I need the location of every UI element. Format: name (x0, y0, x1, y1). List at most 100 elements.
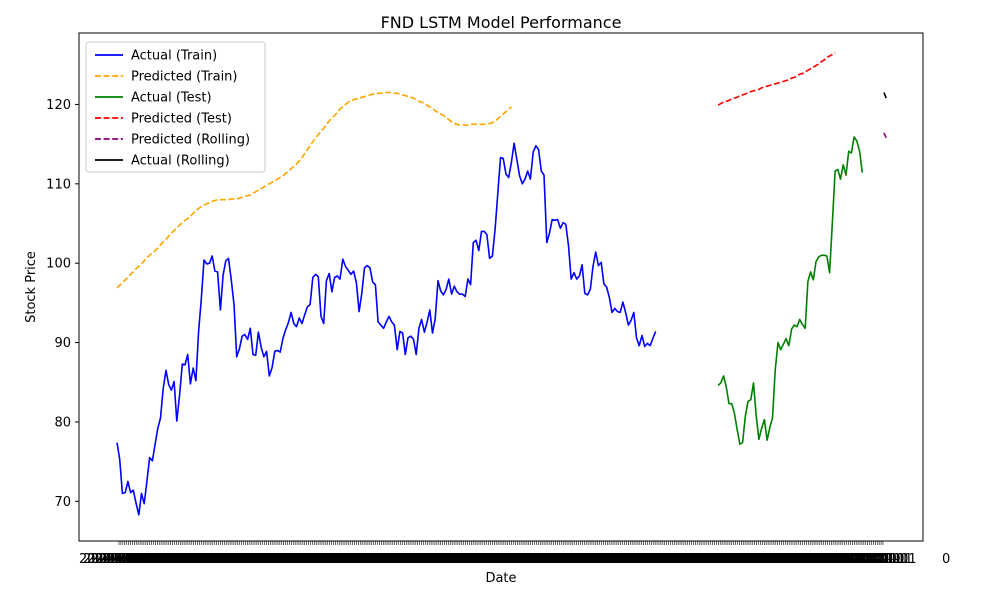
x-tick-label: 2024-01-01 (202, 552, 278, 567)
x-tick-label: 2024-01-01 (286, 552, 362, 567)
x-tick-label: 2024-01-01 (431, 552, 507, 567)
x-tick-label: 2024-01-01 (232, 552, 308, 567)
legend-label: Predicted (Rolling) (131, 133, 250, 148)
x-tick-label: 2024-01-01 (604, 552, 680, 567)
x-tick-label: 2024-01-01 (504, 552, 580, 567)
x-tick-label: 2024-01-01 (129, 552, 205, 567)
x-tick-label: 2024-01-01 (516, 552, 592, 567)
x-tick-label: 2024-01-01 (585, 552, 661, 567)
x-tick-label: 2024-01-01 (159, 552, 235, 567)
x-tick-label: 2024-01-01 (784, 552, 860, 567)
x-tick-label: 2024-01-01 (393, 552, 469, 567)
x-tick-label: 2024-01-01 (412, 552, 488, 567)
x-tick-label: 2024-01-01 (355, 552, 431, 567)
x-tick-label: 2024-01-01 (186, 552, 262, 567)
x-tick-label: 2024-01-01 (382, 552, 458, 567)
x-tick-label: 2024-01-01 (102, 552, 178, 567)
y-tick-label: 120 (46, 98, 71, 113)
x-tick-label: 2024-01-01 (550, 552, 626, 567)
x-tick-label: 2024-01-01 (703, 552, 779, 567)
x-tick-label: 2024-01-01 (274, 552, 350, 567)
legend-label: Actual (Train) (131, 49, 217, 64)
x-tick-label: 2024-01-01 (309, 552, 385, 567)
x-tick-label: 2024-01-01 (807, 552, 883, 567)
x-tick-label: 2024-01-01 (493, 552, 569, 567)
series-line-actual_rolling (883, 92, 887, 99)
chart-title: FND LSTM Model Performance (381, 13, 622, 32)
legend-label: Actual (Test) (131, 91, 212, 106)
x-tick-label: 2024-01-01 (439, 552, 515, 567)
x-tick-label: 2024-01-01 (531, 552, 607, 567)
x-tick-label: 2024-01-01 (607, 552, 683, 567)
x-tick-label: 2024-01-01 (133, 552, 209, 567)
x-tick-label: 2024-01-01 (473, 552, 549, 567)
x-tick-label: 2024-01-01 (810, 552, 886, 567)
y-axis-label: Stock Price (24, 251, 39, 323)
x-tick-label: 2024-01-01 (680, 552, 756, 567)
x-tick-label: 2024-01-01 (830, 552, 906, 567)
x-tick-label: 2024-01-01 (749, 552, 825, 567)
x-tick-label: 2024-01-01 (638, 552, 714, 567)
x-tick-label: 2024-01-01 (481, 552, 557, 567)
x-tick-label: 2024-01-01 (673, 552, 749, 567)
x-tick-label: 2024-01-01 (113, 552, 189, 567)
x-tick-label: 2024-01-01 (385, 552, 461, 567)
x-tick-label: 2024-01-01 (443, 552, 519, 567)
x-tick-label: 2024-01-01 (209, 552, 285, 567)
x-tick-label: 2024-01-01 (642, 552, 718, 567)
x-tick-label: 2024-01-01 (611, 552, 687, 567)
x-tick-label: 2024-01-01 (546, 552, 622, 567)
x-tick-label: 2024-01-01 (420, 552, 496, 567)
x-tick-label: 2024-01-01 (297, 552, 373, 567)
x-ticks: 2024-01-012024-01-012024-01-012024-01-01… (79, 541, 950, 567)
legend-label: Predicted (Test) (131, 112, 232, 127)
y-ticks: 70 80 90 100 110 120 (46, 98, 79, 510)
x-tick-label: 2024-01-01 (240, 552, 316, 567)
x-tick-label: 2024-01-01 (94, 552, 170, 567)
x-tick-label: 2024-01-01 (496, 552, 572, 567)
x-tick-label: 2024-01-01 (653, 552, 729, 567)
x-tick-label: 2024-01-01 (408, 552, 484, 567)
x-tick-label: 2024-01-01 (374, 552, 450, 567)
x-tick-label: 2024-01-01 (722, 552, 798, 567)
x-tick-label: 2024-01-01 (615, 552, 691, 567)
x-tick-label: 2024-01-01 (539, 552, 615, 567)
x-tick-label: 2024-01-01 (734, 552, 810, 567)
x-tick-label: 2024-01-01 (282, 552, 358, 567)
x-tick-label: 2024-01-01 (194, 552, 270, 567)
x-tick-label: 2024-01-01 (90, 552, 166, 567)
x-tick-label: 2024-01-01 (98, 552, 174, 567)
x-tick-label: 2024-01-01 (818, 552, 894, 567)
legend-box (85, 41, 266, 173)
x-tick-label: 2024-01-01 (627, 552, 703, 567)
series-line-predicted_rolling (883, 132, 887, 139)
x-tick-label: 2024-01-01 (343, 552, 419, 567)
x-tick-label: 2024-01-01 (661, 552, 737, 567)
x-tick-label: 2024-01-01 (485, 552, 561, 567)
x-tick-label: 2024-01-01 (148, 552, 224, 567)
x-tick-label: 2024-01-01 (324, 552, 400, 567)
x-tick-label: 2024-01-01 (198, 552, 274, 567)
series-lines (116, 52, 887, 516)
x-tick-label: 2024-01-01 (167, 552, 243, 567)
x-tick-label: 2024-01-01 (435, 552, 511, 567)
series-line-actual_train (116, 142, 657, 516)
legend-label: Actual (Rolling) (131, 154, 230, 169)
x-tick-label: 2024-01-01 (692, 552, 768, 567)
x-tick-label: 2024-01-01 (362, 552, 438, 567)
x-tick-label: 2024-01-01 (221, 552, 297, 567)
x-tick-label: 2024-01-01 (742, 552, 818, 567)
x-tick-label: 2024-01-01 (527, 552, 603, 567)
legend-label: Predicted (Train) (131, 70, 238, 85)
x-tick-label: 2024-01-01 (512, 552, 588, 567)
x-tick-label: 2024-01-01 (136, 552, 212, 567)
x-tick-label: 2024-01-01 (401, 552, 477, 567)
x-tick-label: 2024-01-01 (688, 552, 764, 567)
x-tick-label: 2024-01-01 (581, 552, 657, 567)
series-line-actual_test (717, 136, 864, 446)
x-tick-label: 2024-01-01 (791, 552, 867, 567)
x-tick-label: 2024-01-01 (634, 552, 710, 567)
x-tick-label: 2024-01-01 (213, 552, 289, 567)
x-tick-label: 2024-01-01 (359, 552, 435, 567)
